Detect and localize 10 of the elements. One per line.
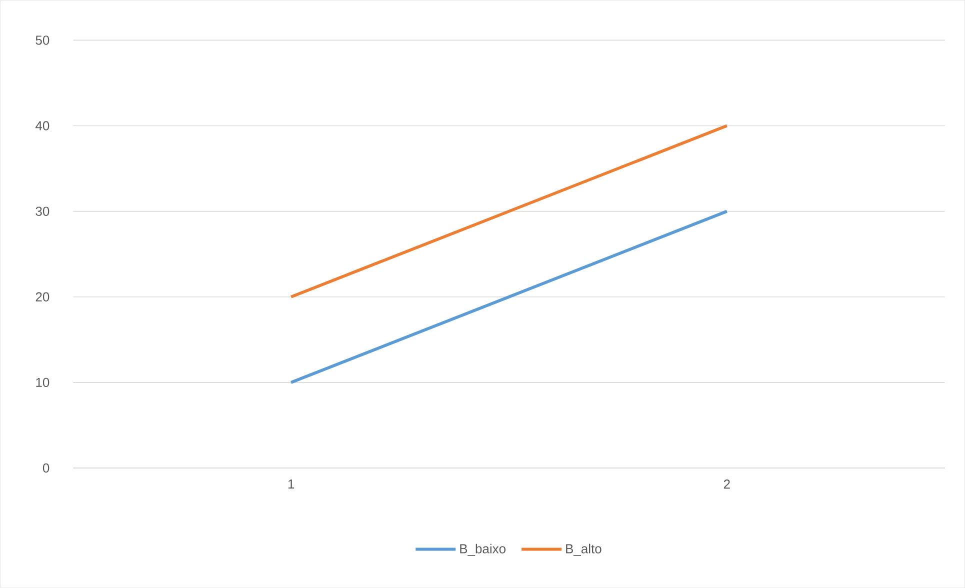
legend-label: B_baixo bbox=[460, 544, 506, 556]
x-tick-label: 2 bbox=[724, 479, 730, 489]
y-tick-label: 10 bbox=[36, 378, 50, 387]
y-tick-label: 20 bbox=[36, 292, 50, 302]
y-tick-label: 40 bbox=[36, 121, 50, 130]
y-tick-label: 0 bbox=[42, 463, 50, 473]
legend-label: B_alto bbox=[566, 544, 602, 556]
y-tick-label: 50 bbox=[36, 36, 50, 45]
y-tick-label: 30 bbox=[36, 206, 50, 216]
x-tick-label: 1 bbox=[288, 479, 294, 488]
